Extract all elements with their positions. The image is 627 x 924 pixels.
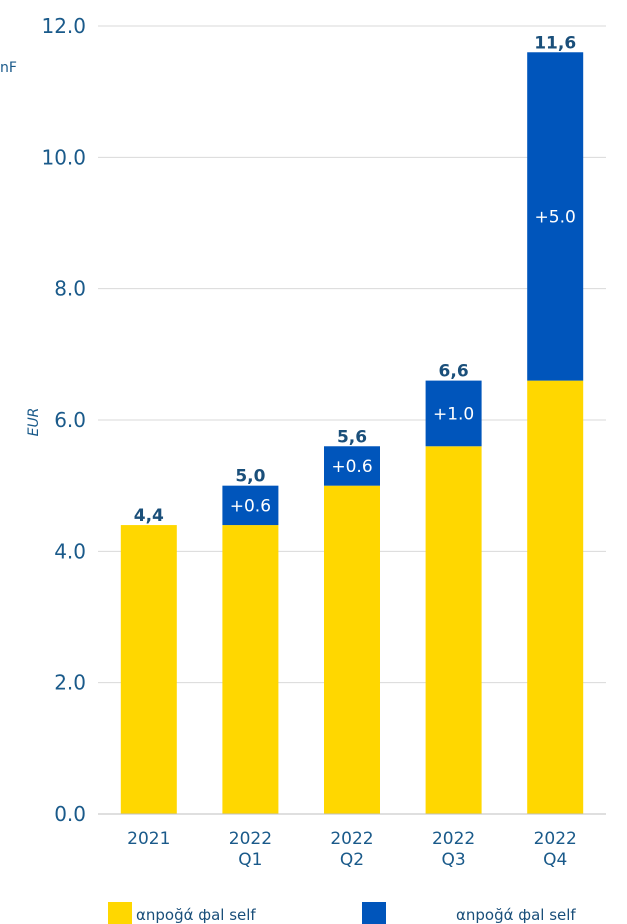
legend-swatch	[108, 902, 132, 924]
bar-base	[324, 485, 380, 814]
increment-label: +0.6	[331, 457, 372, 477]
y-axis-label: EUR	[26, 408, 42, 437]
total-label: 4,4	[134, 506, 164, 526]
y-tick-label: 8.0	[54, 277, 86, 301]
bar-base	[222, 525, 279, 814]
x-tick-label: Q1	[238, 850, 262, 870]
x-tick-label: 2022	[229, 829, 272, 849]
y-tick-label: 0.0	[54, 802, 86, 826]
bar-increase	[527, 52, 584, 381]
total-label: 11,6	[534, 33, 576, 53]
bar-base	[425, 446, 482, 814]
total-label: 5,6	[337, 427, 367, 447]
y-tick-label: 4.0	[54, 539, 86, 563]
y-tick-label: 10.0	[41, 145, 86, 169]
increment-label: +5.0	[535, 207, 576, 227]
y-tick-label: 12.0	[41, 14, 86, 38]
x-tick-label: Q3	[441, 850, 465, 870]
x-tick-label: Q4	[543, 850, 567, 870]
y-tick-label: 2.0	[54, 671, 86, 695]
bar-increase	[222, 485, 279, 526]
y-tick-label: 6.0	[54, 408, 86, 432]
bar-base	[527, 380, 584, 814]
legend: αnpoğά фal self αnpoğά фal self	[108, 902, 576, 924]
x-tick-label: 2022	[432, 829, 475, 849]
bar-increase	[324, 446, 380, 486]
increment-label: +1.0	[433, 404, 474, 424]
total-label: 6,6	[439, 362, 469, 382]
x-tick-label: 2021	[127, 829, 170, 849]
legend-label: αnpoğά фal self	[136, 906, 256, 924]
x-tick-label: 2022	[330, 829, 373, 849]
legend-swatch	[362, 902, 386, 924]
bar-base	[120, 525, 177, 814]
bar-increase	[425, 380, 482, 447]
increment-label: +0.6	[230, 496, 271, 516]
x-tick-label: 2022	[534, 829, 577, 849]
cut-off-text: nF	[0, 60, 17, 76]
x-tick-label: Q2	[340, 850, 364, 870]
total-label: 5,0	[235, 467, 265, 487]
legend-label: αnpoğά фal self	[456, 906, 576, 924]
